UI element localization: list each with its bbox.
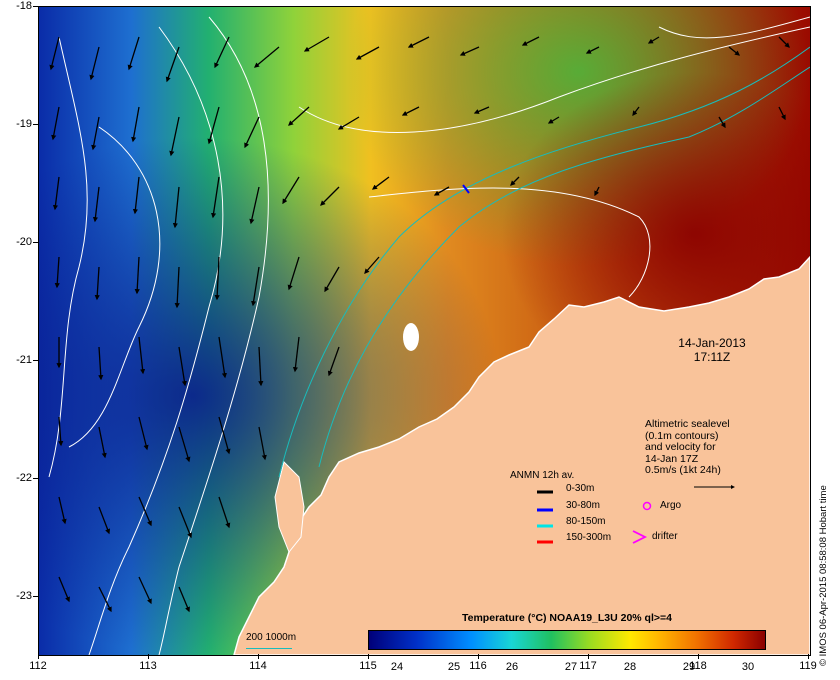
drifter-label: drifter — [652, 531, 678, 542]
legend-item-label: 80-150m — [566, 516, 606, 527]
timestamp-date: 14-Jan-2013 — [678, 336, 746, 350]
lon-label: 118 — [689, 660, 707, 672]
lon-label: 117 — [579, 660, 597, 672]
lat-label: -21 — [16, 354, 32, 366]
scale-label: 200 1000m — [246, 632, 297, 643]
altimetry-note-line: and velocity for — [645, 441, 716, 453]
legend-item: 150-300m — [510, 532, 630, 548]
legend-item-label: 150-300m — [566, 532, 612, 543]
legend-item: 30-80m — [510, 500, 630, 516]
lon-label: 116 — [469, 660, 487, 672]
lat-label: -19 — [16, 118, 32, 130]
legend-item-label: 30-80m — [566, 500, 600, 511]
exmouth-gulf — [274, 461, 305, 553]
argo-symbol — [642, 501, 652, 511]
altimetry-note-line: (0.1m contours) — [645, 429, 719, 442]
legend-item: 0-30m — [510, 483, 630, 499]
lon-label: 112 — [29, 660, 47, 672]
colorbar-tick: 29 — [682, 661, 696, 673]
legend-item-label: 0-30m — [566, 483, 595, 494]
colorbar-tick: 30 — [741, 661, 755, 673]
colorbar-tick: 28 — [623, 661, 637, 673]
drifter-symbol — [632, 530, 648, 544]
island — [403, 323, 419, 351]
colorbar — [368, 630, 766, 650]
credit-text: © IMOS 06-Apr-2015 08:58:08 Hobart time — [818, 485, 829, 666]
legend-item: 80-150m — [510, 516, 630, 532]
timestamp: 14-Jan-2013 17:11Z — [652, 336, 772, 364]
altimetry-note-line: Altimetric sealevel — [645, 418, 730, 430]
altimetry-note-line: 0.5m/s (1kt 24h) — [645, 464, 721, 476]
lon-label: 114 — [249, 660, 267, 672]
lon-label: 113 — [139, 660, 157, 672]
legend-arrows — [537, 490, 553, 544]
argo-label: Argo — [660, 500, 682, 511]
lat-label: -22 — [16, 472, 32, 484]
lat-label: -18 — [16, 0, 32, 12]
lon-label: 119 — [799, 660, 817, 672]
colorbar-title: Temperature (°C) NOAA19_L3U 20% ql>=4 — [462, 612, 672, 624]
lon-label: 115 — [359, 660, 377, 672]
velocity-arrows — [49, 36, 790, 613]
sst-field — [39, 7, 810, 655]
sst-map[interactable] — [38, 6, 811, 656]
colorbar-tick: 25 — [447, 661, 461, 673]
timestamp-time: 17:11Z — [693, 350, 731, 364]
altimetry-note-line: 14-Jan 17Z — [645, 452, 699, 465]
colorbar-tick: 27 — [564, 661, 578, 673]
colorbar-tick: 24 — [390, 661, 404, 673]
land-mass — [233, 255, 810, 655]
altimetry-note: Altimetric sealevel (0.1m contours) and … — [645, 418, 730, 477]
mooring-arrow — [462, 184, 470, 194]
legend-title: ANMN 12h av. — [510, 470, 575, 481]
scale-line — [246, 648, 292, 649]
lat-label: -23 — [16, 590, 32, 602]
lat-label: -20 — [16, 236, 32, 248]
colorbar-tick: 26 — [505, 661, 519, 673]
